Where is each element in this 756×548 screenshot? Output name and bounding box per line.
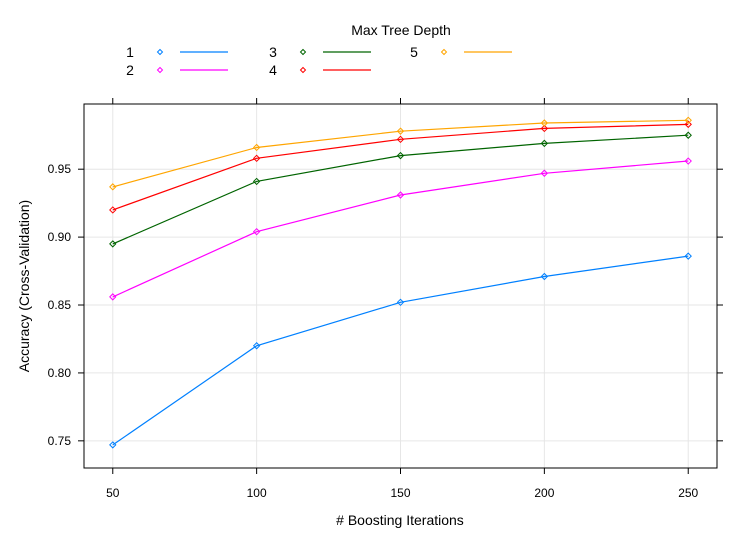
- data-point: [252, 154, 261, 163]
- x-tick-label: 100: [247, 486, 267, 500]
- data-point: [252, 143, 261, 152]
- legend-marker: [156, 66, 164, 74]
- series-line: [112, 255, 689, 446]
- data-point: [396, 298, 405, 307]
- series-line: [112, 160, 689, 298]
- series-4: [109, 120, 692, 214]
- data-point: [109, 293, 117, 301]
- data-point: [109, 441, 117, 449]
- data-point: [540, 139, 549, 148]
- y-tick-label: 0.95: [48, 162, 72, 176]
- series-line: [112, 119, 689, 188]
- legend-entry-1: 1: [126, 44, 228, 60]
- data-point: [684, 131, 692, 139]
- legend-label: 2: [126, 62, 134, 78]
- legend-label: 5: [410, 44, 418, 60]
- y-axis-title: Accuracy (Cross-Validation): [16, 200, 32, 372]
- data-point: [540, 169, 549, 177]
- data-point: [396, 127, 405, 135]
- x-tick-label: 250: [678, 486, 698, 500]
- series-layer: [109, 116, 692, 449]
- data-point: [109, 240, 117, 248]
- y-axis: 0.75 0.80 0.85 0.90 0.95: [48, 162, 723, 448]
- x-tick-label: 150: [390, 486, 410, 500]
- legend-marker: [440, 48, 448, 56]
- data-point: [540, 272, 549, 281]
- legend-entry-3: 3: [269, 44, 371, 60]
- data-point: [684, 252, 692, 260]
- data-point: [684, 120, 692, 129]
- y-tick-label: 0.80: [48, 366, 72, 380]
- legend-marker: [299, 48, 307, 56]
- legend-title: Max Tree Depth: [351, 22, 451, 38]
- data-point: [396, 191, 405, 199]
- data-point: [684, 157, 692, 165]
- y-tick-label: 0.75: [48, 434, 72, 448]
- series-2: [109, 157, 692, 301]
- x-tick-label: 50: [106, 486, 120, 500]
- y-tick-label: 0.90: [48, 230, 72, 244]
- legend-label: 3: [269, 44, 277, 60]
- legend: Max Tree Depth 1 2 3 4 5: [126, 22, 512, 78]
- series-3: [109, 131, 692, 248]
- data-point: [396, 151, 405, 160]
- data-point: [540, 124, 549, 133]
- data-point: [252, 177, 261, 186]
- x-tick-label: 200: [534, 486, 554, 500]
- data-point: [109, 206, 117, 214]
- data-point: [684, 116, 692, 125]
- legend-label: 1: [126, 44, 134, 60]
- y-tick-label: 0.85: [48, 298, 72, 312]
- legend-entry-5: 5: [410, 44, 512, 60]
- series-5: [109, 116, 692, 191]
- data-point: [396, 135, 405, 144]
- series-line: [112, 134, 689, 245]
- legend-marker: [156, 48, 164, 56]
- data-point: [252, 342, 261, 350]
- data-point: [540, 119, 549, 127]
- data-point: [252, 227, 261, 236]
- legend-label: 4: [269, 62, 277, 78]
- series-1: [109, 252, 692, 449]
- x-axis-title: # Boosting Iterations: [336, 512, 464, 528]
- legend-entry-2: 2: [126, 62, 228, 78]
- legend-entry-4: 4: [269, 62, 371, 78]
- data-point: [109, 183, 117, 191]
- legend-marker: [299, 66, 307, 74]
- x-axis: 50 100 150 200 250: [106, 98, 699, 500]
- series-line: [112, 123, 689, 211]
